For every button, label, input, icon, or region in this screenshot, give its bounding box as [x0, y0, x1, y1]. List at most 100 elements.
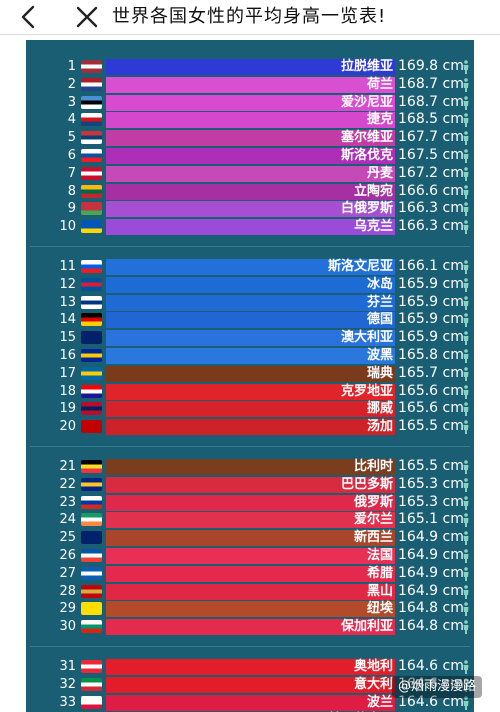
rank-number: 9 [67, 201, 76, 217]
close-icon[interactable] [74, 4, 100, 30]
height-value: 165.5 cm [398, 418, 464, 435]
country-name: 乌克兰 [353, 219, 393, 235]
height-value: 164.6 cm [398, 675, 464, 692]
person-icon [463, 313, 469, 328]
rank-number: 7 [67, 165, 76, 181]
rank-number: 29 [59, 601, 76, 617]
country-name: 丹麦 [366, 165, 393, 181]
country-flag-icon [81, 184, 102, 198]
country-name: 芬兰 [366, 294, 393, 310]
country-name: 比利时 [353, 459, 393, 474]
country-flag-icon [81, 513, 102, 527]
country-name: 白俄罗斯 [340, 201, 393, 217]
height-bar [106, 494, 395, 511]
rank-number: 33 [59, 694, 76, 710]
person-icon [463, 460, 469, 474]
country-name: 荷兰 [366, 76, 393, 92]
country-flag-icon [81, 677, 102, 691]
person-icon [463, 77, 469, 92]
country-flag-icon [81, 277, 102, 291]
person-icon [463, 149, 469, 163]
country-flag-icon [81, 295, 102, 309]
rank-number: 17 [59, 365, 76, 381]
height-bar [106, 165, 395, 182]
rank-number: 1 [67, 59, 76, 74]
country-flag-icon [81, 220, 102, 234]
height-bar [106, 565, 395, 582]
height-bar [106, 130, 395, 147]
height-value: 165.1 cm [398, 511, 464, 528]
rank-number: 24 [59, 512, 76, 528]
height-bar [106, 348, 395, 364]
country-name: 克罗地亚 [340, 383, 393, 399]
ranking-row: 15 澳大利亚 165.9 cm [26, 329, 474, 347]
watermark: @烟雨漫漫路 [391, 676, 482, 698]
country-name: 纽埃 [366, 601, 393, 617]
height-value: 169.8 cm [398, 58, 464, 74]
ranking-row: 12 冰岛 165.9 cm [26, 276, 474, 294]
rank-number: 13 [59, 294, 76, 310]
person-icon [463, 60, 469, 74]
height-bar [106, 619, 395, 636]
height-bar [106, 330, 395, 347]
country-flag-icon [81, 131, 102, 145]
height-bar [106, 401, 395, 418]
height-bar [106, 548, 395, 564]
person-icon [463, 220, 469, 235]
rank-number: 30 [59, 619, 76, 635]
height-value: 164.6 cm [398, 658, 464, 674]
country-name: 巴巴多斯 [340, 476, 393, 492]
ranking-row: 3 爱沙尼亚 168.7 cm [26, 94, 474, 112]
rank-number: 26 [59, 548, 76, 563]
back-icon[interactable] [14, 2, 44, 32]
height-value: 166.3 cm [398, 218, 464, 235]
country-name: 立陶宛 [353, 183, 393, 199]
ranking-row: 9 白俄罗斯 166.3 cm [26, 200, 474, 218]
ranking-row: 18 克罗地亚 165.6 cm [26, 383, 474, 401]
group-divider [30, 246, 470, 247]
height-value: 164.9 cm [398, 582, 464, 599]
rank-number: 15 [59, 330, 76, 346]
rank-number: 28 [59, 583, 76, 599]
height-bar [106, 512, 395, 529]
country-name: 德国 [366, 312, 393, 328]
country-name: 爱沙尼亚 [340, 94, 393, 110]
height-bar [106, 112, 395, 129]
person-icon [463, 202, 469, 217]
country-name: 波黑 [366, 348, 393, 363]
height-bar [106, 601, 395, 618]
ranking-row: 32 意大利 164.6 cm [26, 676, 474, 694]
country-flag-icon [81, 495, 102, 509]
country-name: 塞尔维亚 [340, 130, 393, 146]
country-name: 保加利亚 [340, 619, 393, 635]
person-icon [463, 402, 469, 417]
height-value: 164.8 cm [398, 600, 464, 617]
country-flag-icon [81, 620, 102, 634]
country-flag-icon [81, 149, 102, 162]
person-icon [463, 602, 469, 617]
height-bar [106, 183, 395, 200]
ranking-row: 26 法国 164.9 cm [26, 547, 474, 565]
height-bar [106, 59, 395, 75]
country-name: 斯洛文尼亚 [327, 259, 393, 274]
person-icon [463, 513, 469, 528]
person-icon [463, 260, 469, 274]
country-flag-icon [81, 202, 102, 216]
person-icon [463, 95, 469, 110]
ranking-row: 23 俄罗斯 165.3 cm [26, 494, 474, 512]
height-value: 164.8 cm [398, 618, 464, 635]
height-value: 165.8 cm [398, 347, 464, 363]
height-value: 165.3 cm [398, 493, 464, 510]
ranking-row: 31 奥地利 164.6 cm [26, 658, 474, 676]
country-flag-icon [81, 331, 102, 345]
person-icon [463, 113, 469, 128]
height-bar [106, 694, 395, 711]
height-value: 165.9 cm [398, 293, 464, 310]
country-flag-icon [81, 477, 102, 491]
rank-number: 27 [59, 565, 76, 581]
height-value: 164.6 cm [398, 693, 464, 710]
rank-number: 16 [59, 348, 76, 363]
ranking-row: 25 新西兰 164.9 cm [26, 529, 474, 547]
rank-number: 2 [67, 76, 76, 92]
country-flag-icon [81, 660, 102, 673]
